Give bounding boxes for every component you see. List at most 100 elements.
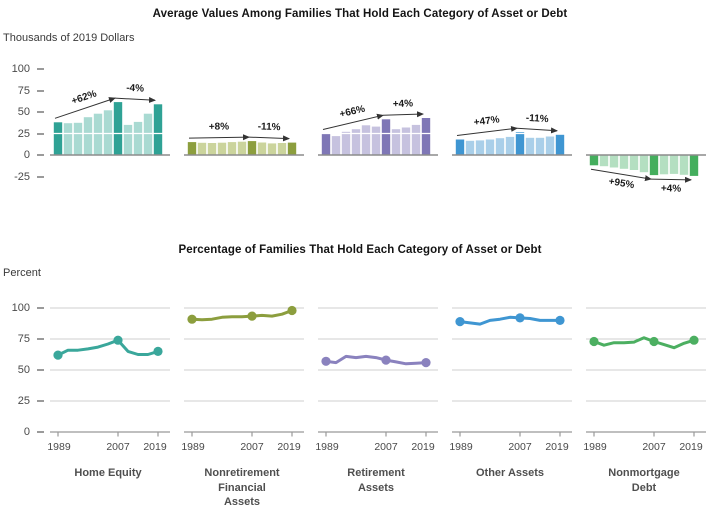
y-tick-label: 50 bbox=[17, 106, 30, 118]
bar-home-equity-1992 bbox=[63, 123, 73, 155]
bar-nonretirement-financial-assets-2001 bbox=[227, 142, 237, 155]
change-arrow bbox=[54, 97, 116, 119]
change-label: -11% bbox=[257, 121, 280, 133]
bar-chart-home-equity: +62% -4% bbox=[50, 83, 170, 156]
change-arrow bbox=[248, 135, 290, 142]
bar-nonretirement-financial-assets-2016 bbox=[277, 143, 287, 155]
change-arrow bbox=[650, 176, 692, 183]
bar-chart-retirement-assets: +66% +4% bbox=[318, 98, 438, 156]
marker-nonretirement-financial-assets-2007 bbox=[247, 311, 257, 321]
line-chart-nonmortgage-debt: 1989 2007 2019 bbox=[583, 307, 706, 453]
bar-nonretirement-financial-assets-1998 bbox=[217, 142, 227, 155]
y-tick-mark bbox=[37, 369, 44, 371]
y-tick-mark bbox=[37, 307, 44, 309]
marker-home-equity-1989 bbox=[53, 350, 63, 360]
x-tick-label: 1989 bbox=[583, 441, 607, 453]
bar-home-equity-2013 bbox=[133, 121, 143, 155]
bar-retirement-assets-1992 bbox=[331, 136, 341, 155]
change-label: +66% bbox=[339, 104, 367, 121]
marker-nonretirement-financial-assets-2019 bbox=[287, 305, 297, 316]
change-arrow bbox=[188, 134, 250, 141]
top-panel-title: Average Values Among Families That Hold … bbox=[152, 8, 568, 20]
y-tick-mark bbox=[37, 175, 44, 178]
bar-home-equity-2019 bbox=[153, 104, 163, 155]
x-tick-label: 1989 bbox=[181, 441, 205, 453]
y-tick-label: -25 bbox=[14, 170, 30, 183]
x-tick-label: 1989 bbox=[47, 441, 71, 453]
bar-home-equity-2004 bbox=[103, 110, 113, 155]
marker-nonmortgage-debt-2019 bbox=[689, 335, 699, 345]
bar-nonretirement-financial-assets-1995 bbox=[207, 143, 217, 155]
bar-nonmortgage-debt-2019 bbox=[689, 155, 699, 176]
category-label-home-equity: Home Equity bbox=[48, 466, 168, 481]
line-chart-other-assets: 1989 2007 2019 bbox=[449, 307, 572, 453]
bottom-unit-label: Percent bbox=[3, 267, 41, 279]
line-chart-retirement-assets: 1989 2007 2019 bbox=[315, 307, 438, 453]
bar-other-assets-2013 bbox=[535, 137, 545, 155]
category-label-line: Nonmortgage bbox=[608, 467, 680, 479]
bar-retirement-assets-2013 bbox=[401, 127, 411, 155]
bar-other-assets-2004 bbox=[505, 136, 515, 155]
bar-nonmortgage-debt-2004 bbox=[639, 155, 649, 173]
y-tick-label: 25 bbox=[17, 395, 30, 407]
y-tick-label: 0 bbox=[23, 149, 30, 161]
x-tick-label: 2019 bbox=[411, 441, 435, 453]
bar-retirement-assets-1995 bbox=[341, 131, 351, 155]
bottom-line-charts: 1989 2007 2019 1989 2007 2019 1989 2007 2019 1989… bbox=[47, 296, 720, 471]
y-tick-label: 75 bbox=[17, 84, 30, 97]
y-tick-mark bbox=[37, 338, 44, 340]
marker-other-assets-1989 bbox=[455, 317, 465, 327]
bar-other-assets-1995 bbox=[475, 140, 485, 155]
bar-nonretirement-financial-assets-2004 bbox=[237, 141, 247, 155]
bar-retirement-assets-2004 bbox=[371, 126, 381, 155]
change-label: -4% bbox=[126, 83, 144, 95]
bar-nonretirement-financial-assets-2007 bbox=[247, 141, 257, 155]
bar-retirement-assets-2010 bbox=[391, 129, 401, 155]
bar-home-equity-2007 bbox=[113, 102, 123, 155]
change-label: +62% bbox=[70, 88, 98, 107]
change-arrow bbox=[590, 168, 652, 182]
change-label: +4% bbox=[393, 98, 414, 110]
trend-line-other-assets bbox=[458, 315, 562, 326]
bar-nonmortgage-debt-2013 bbox=[669, 155, 679, 174]
change-arrow bbox=[382, 111, 424, 118]
x-tick-label: 2019 bbox=[545, 441, 569, 453]
bar-nonmortgage-debt-2010 bbox=[659, 155, 669, 175]
marker-nonmortgage-debt-1989 bbox=[589, 336, 599, 347]
marker-retirement-assets-1989 bbox=[321, 356, 331, 366]
bar-other-assets-2019 bbox=[555, 134, 565, 155]
change-arrow bbox=[322, 113, 384, 130]
bar-home-equity-1995 bbox=[73, 122, 83, 156]
marker-retirement-assets-2019 bbox=[421, 358, 431, 368]
category-label-line: Home Equity bbox=[74, 467, 142, 479]
bar-chart-other-assets: +47% -11% bbox=[452, 113, 572, 156]
top-unit-label: Thousands of 2019 Dollars bbox=[3, 32, 135, 44]
marker-retirement-assets-2007 bbox=[381, 355, 391, 365]
y-tick-label: 50 bbox=[17, 364, 30, 376]
y-tick-mark bbox=[37, 68, 44, 70]
bar-chart-nonmortgage-debt: +95% +4% bbox=[586, 132, 706, 195]
marker-other-assets-2007 bbox=[515, 313, 525, 323]
x-tick-label: 1989 bbox=[315, 441, 339, 453]
bar-nonmortgage-debt-1995 bbox=[609, 155, 619, 168]
x-tick-label: 2007 bbox=[374, 441, 398, 453]
category-label-line: Debt bbox=[631, 481, 657, 494]
marker-home-equity-2007 bbox=[113, 335, 123, 345]
x-tick-label: 2019 bbox=[143, 441, 167, 453]
bar-nonretirement-financial-assets-2013 bbox=[267, 143, 277, 155]
y-tick-mark bbox=[37, 154, 44, 156]
category-label-line: Retirement bbox=[347, 467, 405, 479]
y-tick-label: 100 bbox=[11, 63, 30, 75]
bar-nonmortgage-debt-2001 bbox=[629, 155, 639, 170]
category-label-line: Assets bbox=[223, 496, 261, 508]
top-bar-charts: +62% -4% +8% -11% +66% +4% +47% -11% +95% +4% bbox=[50, 58, 720, 203]
marker-other-assets-2019 bbox=[555, 315, 565, 325]
bar-nonmortgage-debt-1998 bbox=[619, 155, 629, 169]
bar-chart-nonretirement-financial-assets: +8% -11% bbox=[184, 121, 304, 156]
bar-nonretirement-financial-assets-2019 bbox=[287, 142, 297, 155]
bar-nonmortgage-debt-1992 bbox=[599, 155, 609, 167]
x-tick-label: 2019 bbox=[679, 441, 703, 453]
bar-nonretirement-financial-assets-2010 bbox=[257, 142, 267, 155]
bar-home-equity-2001 bbox=[93, 113, 103, 155]
category-label-retirement-assets: Retirement Assets bbox=[316, 466, 436, 495]
